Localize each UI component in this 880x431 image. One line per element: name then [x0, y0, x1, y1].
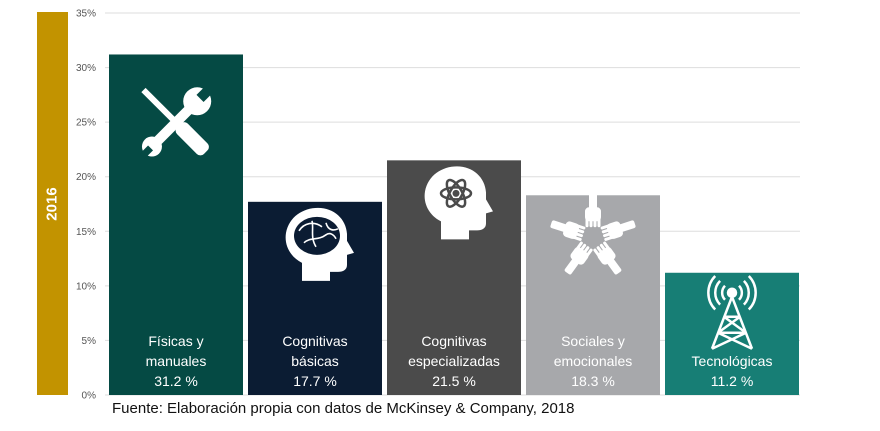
- category-label: Cognitivas: [282, 333, 347, 349]
- category-label: Tecnológicas: [692, 353, 773, 369]
- bar: [526, 195, 660, 395]
- y-tick-label: 0%: [82, 391, 97, 402]
- category-label: básicas: [291, 353, 338, 369]
- category-label: emocionales: [554, 353, 633, 369]
- bar-group: Sociales y emocionales 18.3 %: [526, 193, 660, 395]
- y-tick-label: 35%: [76, 9, 96, 20]
- category-label: manuales: [146, 353, 207, 369]
- chart-bars: Físicas y manuales 31.2 % Cognitivas básicas…: [109, 54, 799, 396]
- category-label: especializadas: [408, 353, 500, 369]
- brain-head-icon: [285, 207, 354, 281]
- value-label: 18.3 %: [571, 373, 615, 389]
- y-tick-label: 15%: [76, 227, 96, 238]
- atom-head-icon: [424, 166, 493, 240]
- source-note: Fuente: Elaboración propia con datos de …: [112, 400, 575, 417]
- category-label: Cognitivas: [421, 333, 486, 349]
- category-label: Sociales y: [561, 333, 625, 349]
- y-axis-ticks: 0% 5% 10% 15% 20% 25% 30% 35%: [76, 9, 96, 402]
- joined-hands-icon: [550, 193, 636, 275]
- y-tick-label: 25%: [76, 118, 96, 129]
- bar: [109, 54, 243, 396]
- bar-group: Tecnológicas 11.2 %: [665, 272, 799, 395]
- value-label: 31.2 %: [154, 373, 198, 389]
- value-label: 17.7 %: [293, 373, 337, 389]
- bar-group: Cognitivas especializadas 21.5 %: [387, 160, 521, 395]
- antenna-tower-icon: [707, 275, 757, 350]
- y-tick-label: 10%: [76, 281, 96, 292]
- bar-group: Físicas y manuales 31.2 %: [109, 54, 243, 396]
- bar-group: Cognitivas básicas 17.7 %: [248, 201, 382, 395]
- category-label: Físicas y: [148, 333, 203, 349]
- tools-icon: [139, 84, 214, 159]
- year-bar: [37, 12, 68, 395]
- value-label: 21.5 %: [432, 373, 476, 389]
- y-tick-label: 5%: [82, 336, 97, 347]
- y-tick-label: 30%: [76, 63, 96, 74]
- value-label: 11.2 %: [711, 373, 754, 389]
- y-tick-label: 20%: [76, 172, 96, 183]
